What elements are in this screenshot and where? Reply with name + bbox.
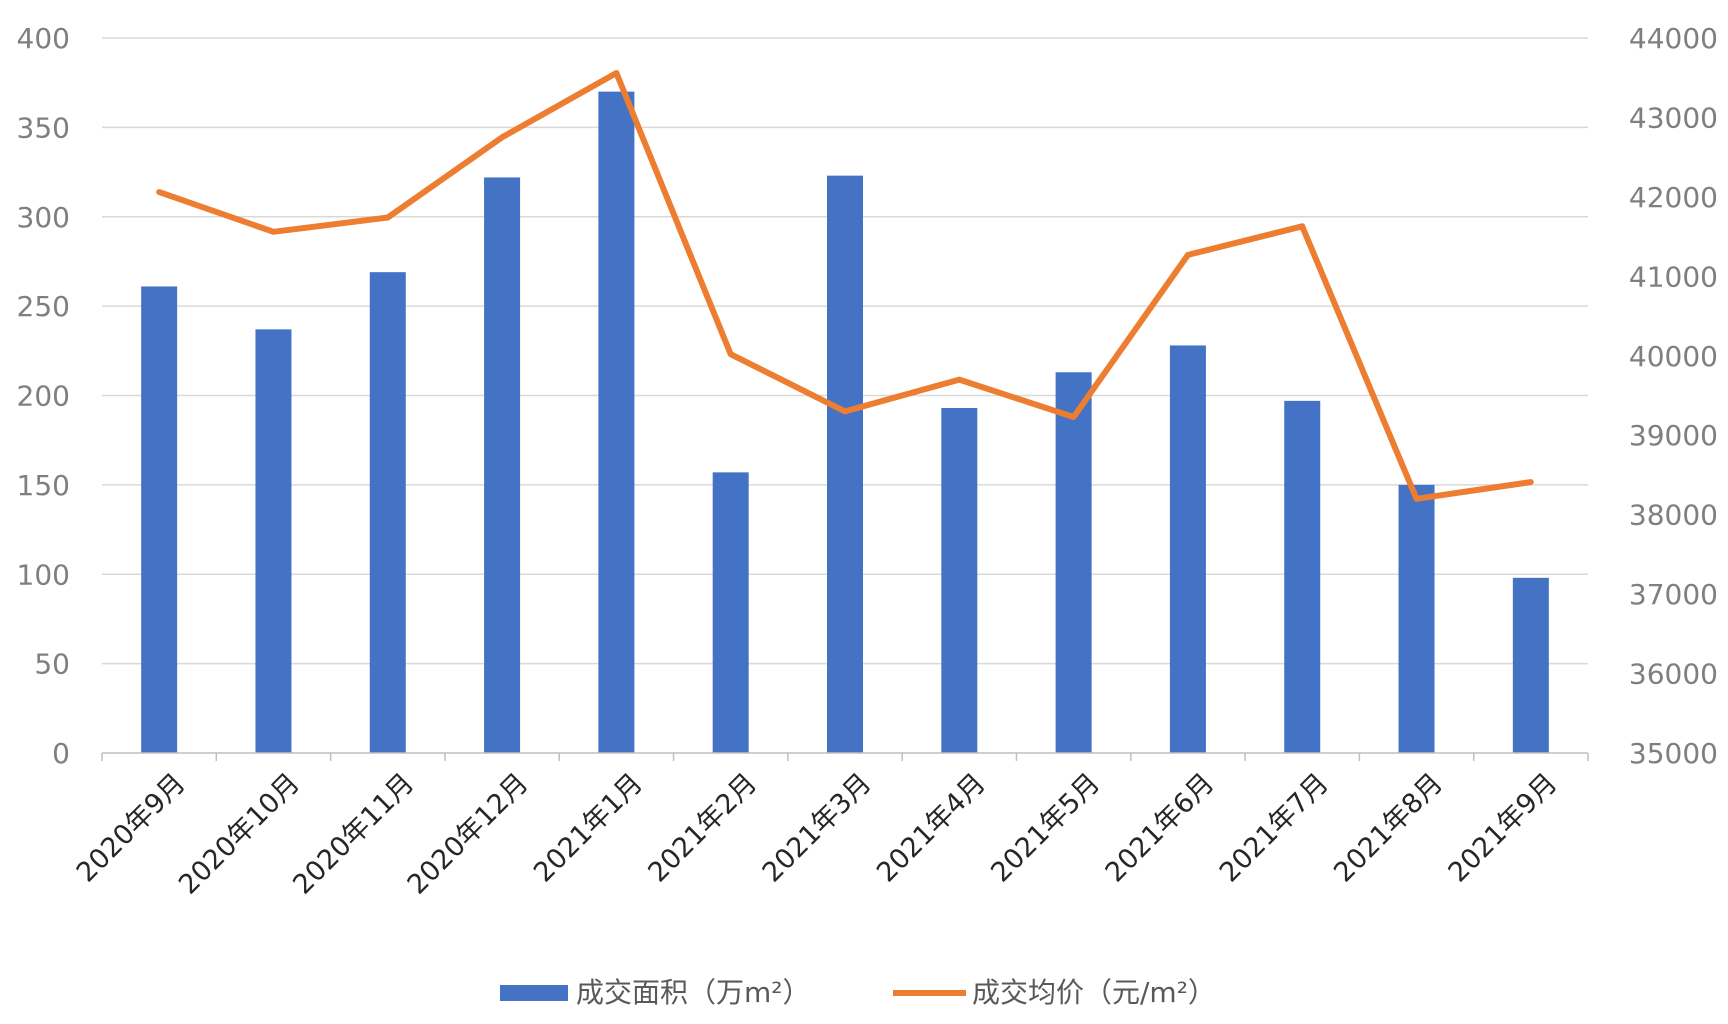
y-right-tick-label: 36000 [1629,658,1718,691]
bar [827,175,863,753]
bar [141,286,178,753]
bar [598,91,635,753]
x-tick-label: 2021年4月 [871,768,992,889]
y-left-tick-label: 150 [17,469,70,502]
y-axis-left: 0 50 100 150 200 250 300 350 400 [17,22,70,770]
y-right-tick-label: 41000 [1629,260,1718,293]
legend: 成交面积（万m²） 成交均价（元/m²） [500,976,1216,1009]
bar [1398,484,1435,753]
legend-label-bar: 成交面积（万m²） [576,976,811,1009]
y-left-tick-label: 200 [17,380,70,413]
line-series [156,70,1534,502]
bar [369,272,406,753]
x-tick-label: 2020年12月 [402,768,535,901]
y-left-tick-label: 400 [17,22,70,55]
bar [1055,372,1092,753]
bar [712,472,749,753]
x-tick-label: 2021年8月 [1328,768,1449,889]
x-tick-label: 2021年1月 [528,768,649,889]
x-axis [101,752,1589,761]
bar [255,329,292,753]
bar [1169,345,1206,753]
y-left-tick-label: 100 [17,558,70,591]
x-axis-labels: 2020年9月2020年10月2020年11月2020年12月2021年1月20… [71,768,1564,901]
y-left-tick-label: 0 [52,737,70,770]
y-left-tick-label: 250 [17,290,70,323]
x-tick-label: 2021年9月 [1443,768,1564,889]
x-tick-label: 2020年10月 [173,768,306,901]
y-right-tick-label: 40000 [1629,340,1718,373]
x-tick-label: 2021年6月 [1100,768,1221,889]
legend-label-line: 成交均价（元/m²） [972,976,1216,1009]
x-tick-label: 2021年7月 [1214,768,1335,889]
y-left-tick-label: 50 [34,648,70,681]
x-tick-label: 2020年11月 [287,768,420,901]
y-right-tick-label: 42000 [1629,181,1718,214]
bar-series [141,91,1549,754]
y-axis-right: 35000 36000 37000 38000 39000 40000 41000 42000… [1629,22,1718,770]
x-tick-label: 2021年3月 [757,768,878,889]
y-right-tick-label: 44000 [1629,22,1718,55]
y-left-tick-label: 300 [17,201,70,234]
y-left-tick-label: 350 [17,111,70,144]
bar [941,408,978,753]
y-right-tick-label: 37000 [1629,578,1718,611]
bar [1284,400,1321,753]
y-right-tick-label: 38000 [1629,499,1718,532]
x-tick-label: 2021年5月 [985,768,1106,889]
y-right-tick-label: 35000 [1629,737,1718,770]
legend-swatch-bar [500,985,568,1001]
bar [484,177,521,754]
x-tick-label: 2021年2月 [642,768,763,889]
y-right-tick-label: 39000 [1629,419,1718,452]
x-tick-label: 2020年9月 [71,768,192,889]
bar [1512,577,1549,753]
y-right-tick-label: 43000 [1629,101,1718,134]
